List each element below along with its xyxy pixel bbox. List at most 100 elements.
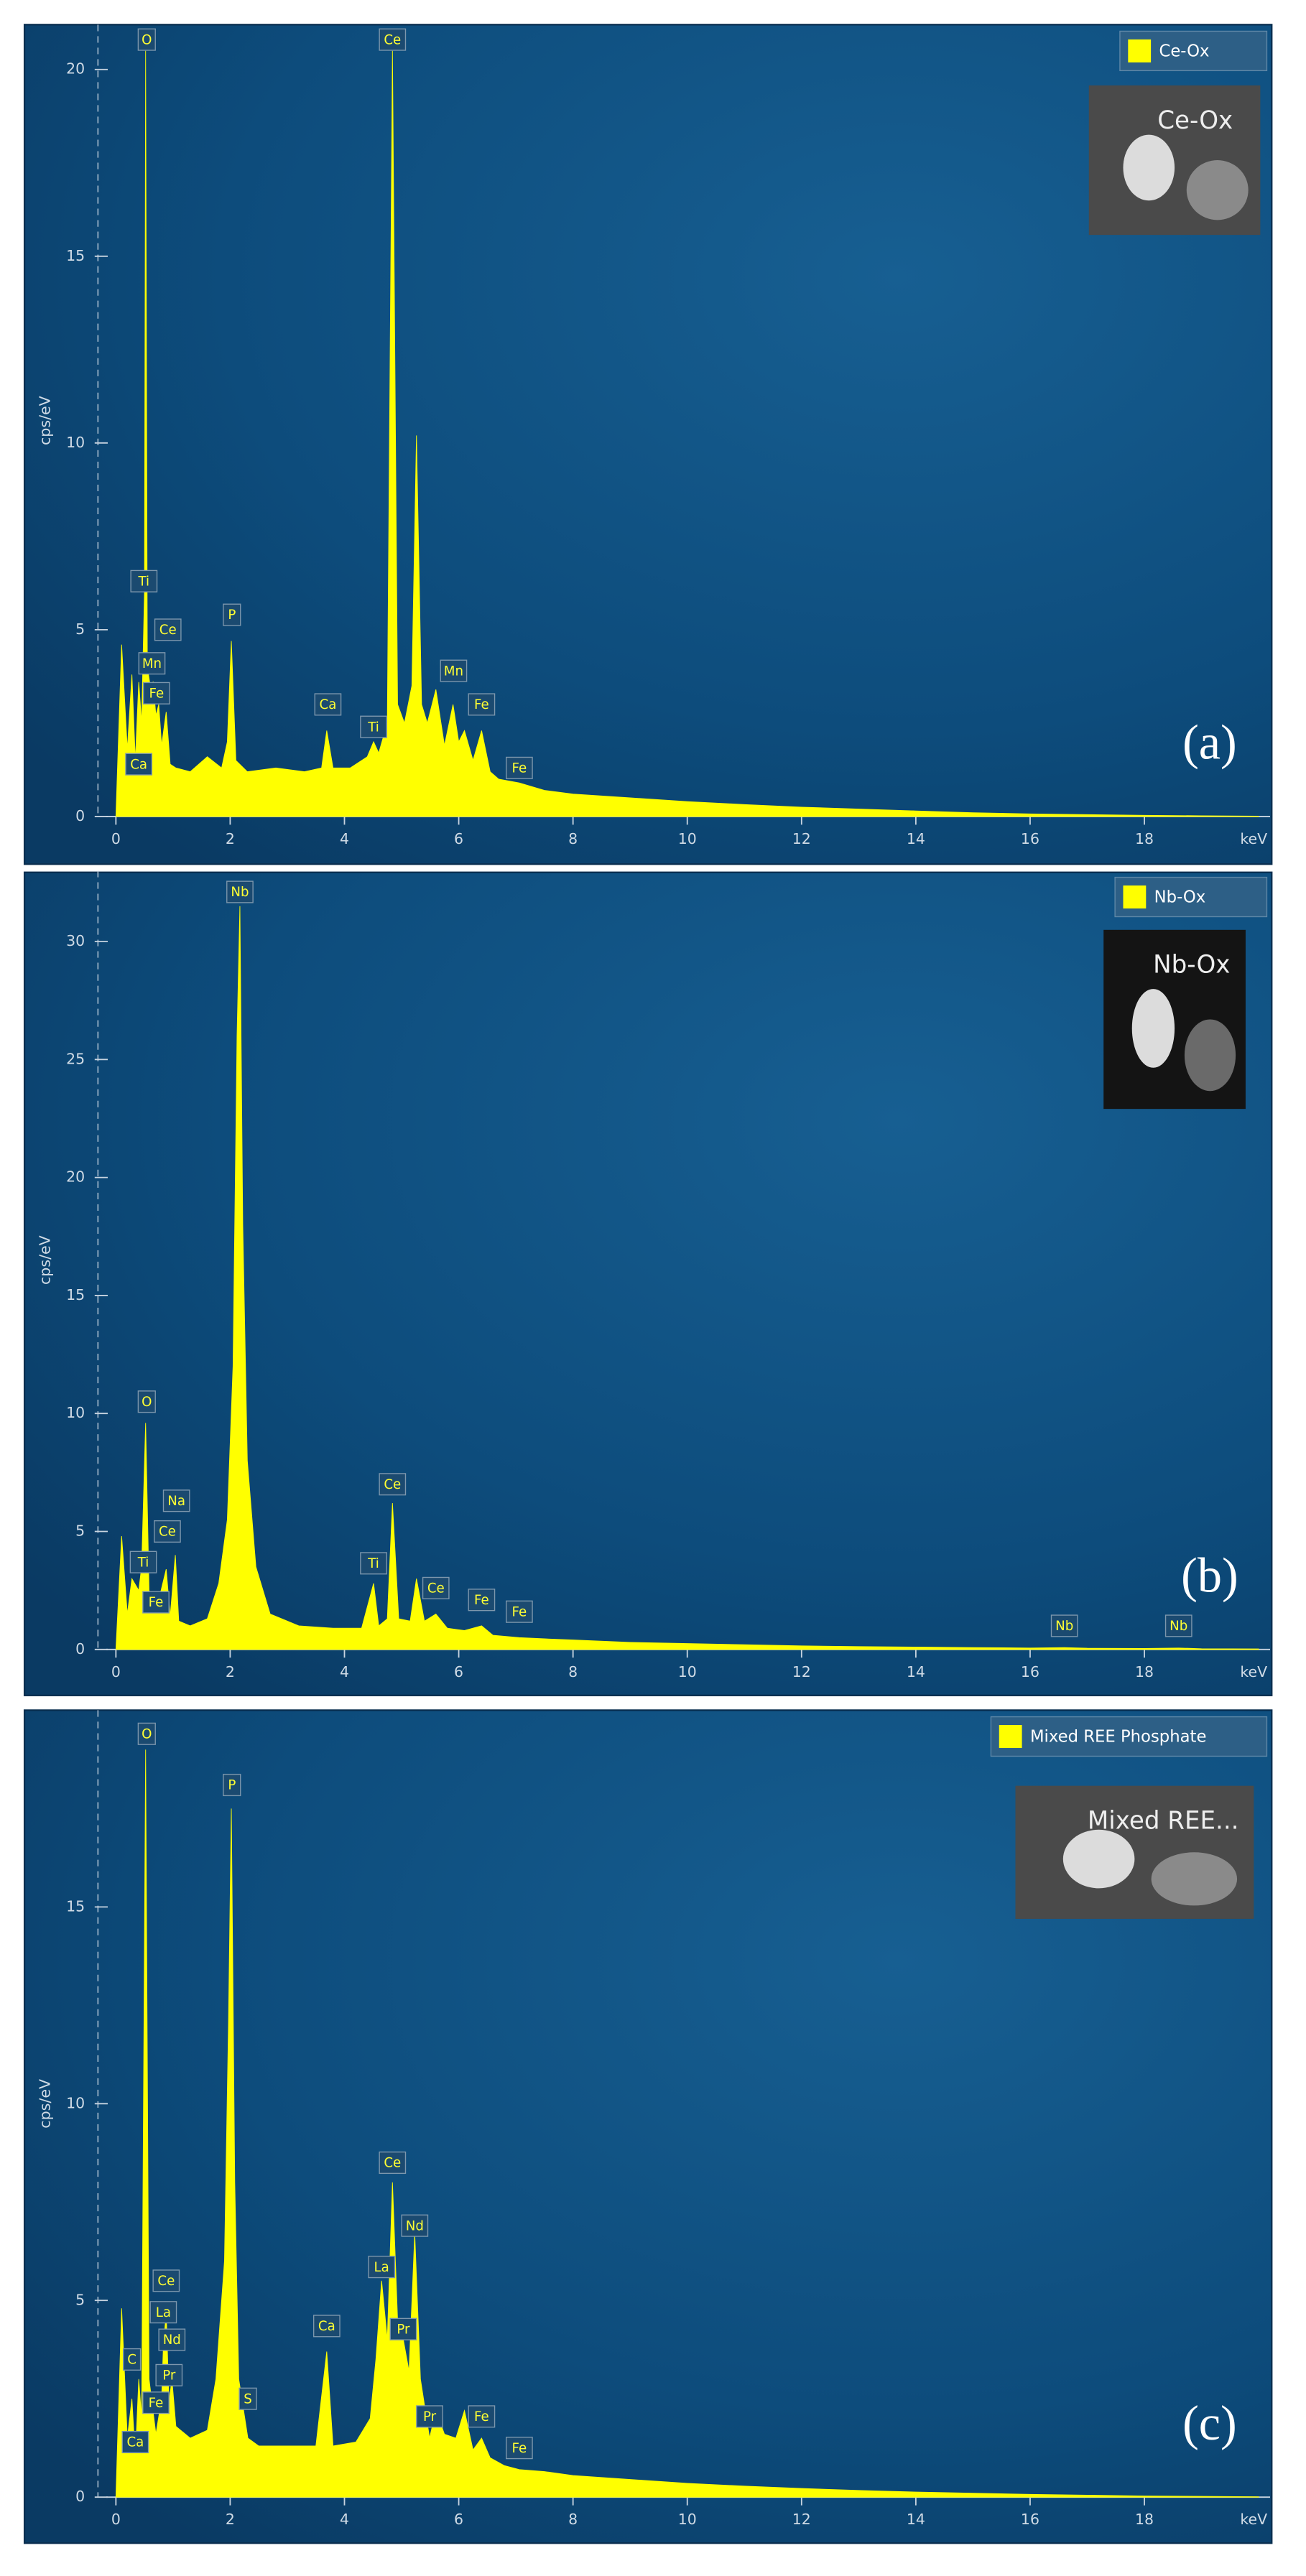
x-tick-label: 10 [678, 2511, 697, 2528]
peak-label: Ti [138, 574, 150, 589]
y-tick-label: 5 [75, 620, 85, 638]
panel-background [23, 24, 1273, 865]
peak-label: Ca [318, 2319, 335, 2334]
legend-swatch [1123, 885, 1147, 909]
inset-grain [1062, 1829, 1135, 1889]
x-tick-label: 12 [792, 830, 811, 847]
x-tick-label: 18 [1135, 830, 1154, 847]
peak-label-box [506, 2437, 533, 2460]
peak-label-box [238, 2387, 257, 2410]
x-tick-label: 0 [111, 830, 121, 847]
peak-label-box [468, 1589, 496, 1612]
x-tick-label: 16 [1021, 830, 1039, 847]
peak-label: Ca [320, 697, 337, 712]
legend-label: Ce-Ox [1159, 42, 1209, 61]
legend-box [990, 1716, 1268, 1757]
x-tick-label: 18 [1135, 1663, 1154, 1680]
legend-swatch [999, 1725, 1022, 1749]
peak-label-box [360, 1552, 387, 1575]
peak-label: Nb [1170, 1619, 1187, 1634]
peak-label: Mn [444, 664, 463, 679]
peak-label: P [228, 1778, 236, 1793]
peak-label: Nd [163, 2333, 181, 2348]
peak-label-box [422, 1576, 450, 1599]
peak-label: Ce [384, 32, 401, 47]
peak-label: Pr [162, 2368, 176, 2383]
x-tick-label: 2 [226, 2511, 235, 2528]
x-tick-label: 8 [568, 2511, 578, 2528]
peak-label: Ca [130, 757, 147, 772]
x-tick-label: 6 [454, 2511, 463, 2528]
x-tick-label: 12 [792, 1663, 811, 1680]
peak-label: Mn [142, 656, 162, 671]
peak-label-box [155, 2363, 183, 2386]
x-axis-label: keV [1240, 2511, 1267, 2528]
x-tick-label: 8 [568, 830, 578, 847]
peak-label-box [379, 1473, 407, 1496]
peak-label-box [154, 618, 182, 641]
peak-label: Ti [137, 1555, 149, 1570]
peak-label: S [244, 2391, 252, 2407]
x-tick-label: 16 [1021, 1663, 1039, 1680]
peak-label-box [129, 1550, 157, 1573]
x-tick-label: 12 [792, 2511, 811, 2528]
peak-label-box [152, 2269, 180, 2292]
peak-label-box [142, 1591, 170, 1614]
peak-label: Pr [423, 2409, 437, 2424]
y-tick-label: 0 [75, 1640, 85, 1657]
peak-label-box [137, 28, 156, 51]
peak-label-box [1164, 1614, 1192, 1637]
peak-label-box [360, 715, 387, 738]
panel-background [23, 871, 1273, 1696]
x-axis-label: keV [1240, 1663, 1267, 1680]
inset-label: Nb-Ox [1153, 951, 1230, 980]
y-axis-label: cps/eV [37, 2079, 54, 2129]
peak-label-box [137, 1722, 156, 1745]
peak-label-box [223, 603, 241, 626]
peak-label: Fe [149, 2396, 164, 2411]
y-tick-label: 0 [75, 807, 85, 824]
peak-label-box [149, 2301, 177, 2324]
peak-label-box [468, 2405, 496, 2428]
y-tick-label: 20 [66, 1168, 85, 1186]
peak-label: Fe [512, 761, 527, 776]
peak-label-box [142, 2391, 170, 2414]
peak-label: P [228, 608, 236, 623]
peak-label-box [142, 682, 170, 705]
panel-label: (c) [1182, 2396, 1237, 2450]
peak-label: Nb [1055, 1619, 1073, 1634]
y-tick-label: 0 [75, 2488, 85, 2505]
x-tick-label: 4 [340, 1663, 349, 1680]
y-tick-label: 20 [66, 60, 85, 78]
panel-label: (a) [1182, 715, 1237, 769]
peak-label: Fe [512, 1604, 527, 1619]
peak-label: Ti [367, 720, 379, 735]
y-axis-label: cps/eV [37, 1235, 54, 1285]
peak-label-box [379, 2151, 407, 2175]
peak-label-box [137, 1390, 156, 1413]
inset-grain [1186, 160, 1249, 220]
x-tick-label: 10 [678, 1663, 697, 1680]
peak-label-box [123, 2348, 142, 2371]
peak-label: O [142, 1726, 152, 1742]
legend-label: Nb-Ox [1154, 888, 1206, 907]
inset-grain [1184, 1019, 1236, 1092]
x-tick-label: 14 [907, 1663, 925, 1680]
peak-label: Ce [384, 2156, 401, 2171]
y-tick-label: 10 [66, 1404, 85, 1421]
peak-label: Fe [512, 2441, 527, 2456]
peak-label-box [154, 1520, 181, 1543]
x-tick-label: 14 [907, 830, 925, 847]
legend-swatch [1128, 39, 1152, 62]
peak-label: Fe [474, 2409, 489, 2424]
peak-label-box [468, 693, 496, 716]
peak-label: Fe [474, 1593, 489, 1608]
y-tick-label: 15 [66, 247, 85, 264]
x-tick-label: 0 [111, 1663, 121, 1680]
peak-label-box [158, 2328, 186, 2351]
peak-label-box [368, 2256, 396, 2279]
peak-label-box [312, 2315, 341, 2338]
x-tick-label: 14 [907, 2511, 925, 2528]
x-tick-label: 2 [226, 830, 235, 847]
